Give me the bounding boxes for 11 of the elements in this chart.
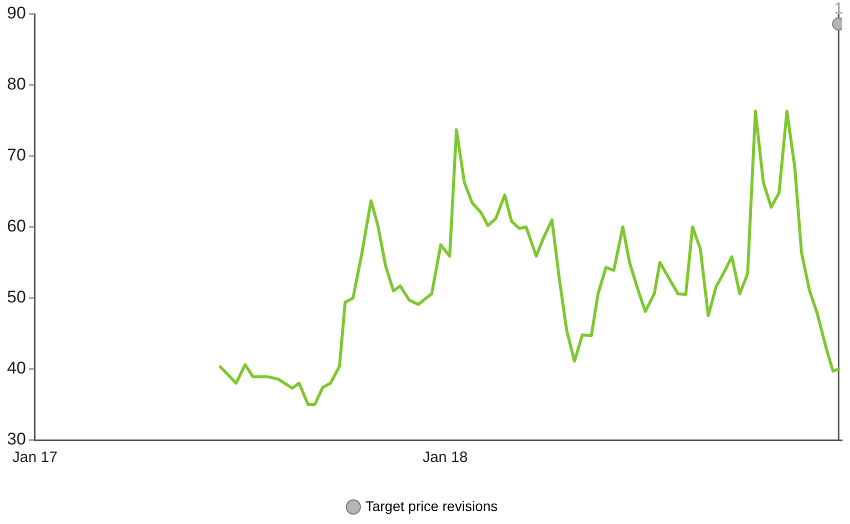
y-tick-label: 80	[6, 74, 26, 94]
y-tick-label: 60	[6, 216, 26, 236]
y-tick-label: 70	[6, 146, 26, 165]
x-tick-label: Jan 18	[422, 449, 468, 466]
x-tick-label: Jan 17	[12, 449, 58, 466]
y-tick-label: 40	[6, 358, 26, 378]
legend-label: Target price revisions	[365, 498, 498, 514]
y-tick-label: 30	[6, 430, 26, 449]
y-tick-label: 90	[6, 4, 26, 23]
annotation: 1	[834, 0, 844, 18]
y-tick-label: 50	[6, 288, 26, 307]
